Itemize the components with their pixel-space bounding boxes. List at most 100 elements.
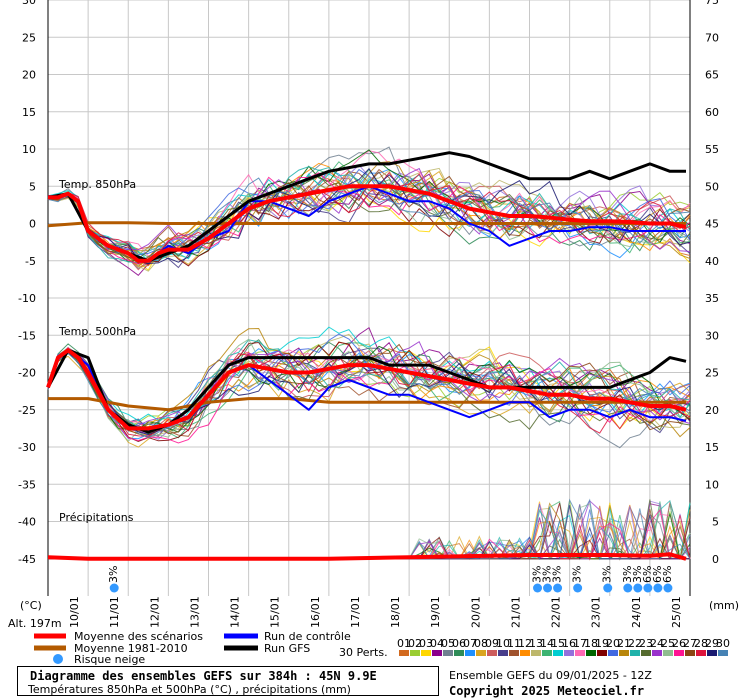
copyright: Copyright 2025 Meteociel.fr xyxy=(449,684,645,698)
left-tick-label: 30 xyxy=(22,0,36,7)
date-label: 12/01 xyxy=(148,596,161,628)
member-swatch xyxy=(630,650,640,656)
snow-risk-pct: 3% xyxy=(551,566,564,583)
series-t500-run-gfs xyxy=(46,348,687,434)
left-tick-label: -15 xyxy=(18,329,36,342)
date-label: 21/01 xyxy=(509,596,522,628)
right-tick-label: 20 xyxy=(705,404,719,417)
member-code: 03 xyxy=(419,637,433,650)
member-code: 20 xyxy=(606,637,620,650)
left-tick-label: -40 xyxy=(18,516,36,529)
snowflake-icon xyxy=(573,583,583,593)
date-label: 18/01 xyxy=(389,596,402,628)
snowflake-glyph: * xyxy=(545,579,549,587)
member-code: 12 xyxy=(518,637,532,650)
snowflake-glyph: * xyxy=(635,579,639,587)
member-code: 06 xyxy=(452,637,466,650)
member-code: 27 xyxy=(683,637,697,650)
snowflake-glyph: * xyxy=(111,579,115,587)
right-tick-label: 5 xyxy=(712,516,719,529)
snowflake-icon xyxy=(53,654,63,664)
member-code: 14 xyxy=(540,637,554,650)
member-swatch xyxy=(553,650,563,656)
snowflake-icon xyxy=(633,583,643,593)
member-swatch xyxy=(652,650,662,656)
member-swatch xyxy=(421,650,431,656)
right-tick-label: 75 xyxy=(705,0,719,7)
snowflake-glyph: * xyxy=(645,579,649,587)
member-code: 21 xyxy=(617,637,631,650)
member-code: 26 xyxy=(672,637,686,650)
member-swatch xyxy=(685,650,695,656)
member-swatch xyxy=(465,650,475,656)
snow-risk-pct: 6% xyxy=(651,566,664,583)
left-axis-unit: (°C) xyxy=(20,599,42,612)
right-tick-label: 0 xyxy=(712,553,719,566)
member-code: 19 xyxy=(595,637,609,650)
member-swatch xyxy=(586,650,596,656)
member-code: 15 xyxy=(551,637,565,650)
member-code: 18 xyxy=(584,637,598,650)
caption-title: Diagramme des ensembles GEFS sur 384h : … xyxy=(30,669,377,683)
member-swatch xyxy=(597,650,607,656)
right-tick-label: 40 xyxy=(705,255,719,268)
ensemble-member-29 xyxy=(47,167,691,265)
snowflake-icon xyxy=(603,583,613,593)
date-label: 14/01 xyxy=(229,596,242,628)
date-label: 25/01 xyxy=(670,596,683,628)
ensemble-member-29 xyxy=(47,351,691,436)
left-tick-label: -30 xyxy=(18,441,36,454)
date-label: 20/01 xyxy=(469,596,482,628)
snow-risk-pct: 3% xyxy=(107,566,120,583)
member-swatch xyxy=(608,650,618,656)
snow-risk-pct: 6% xyxy=(641,566,654,583)
members-count-label: 30 Perts. xyxy=(339,646,388,659)
series-t850-moyenne-des-sc-narios xyxy=(48,184,687,263)
member-swatch xyxy=(498,650,508,656)
label-precip: Précipitations xyxy=(59,511,134,524)
label-t500: Temp. 500hPa xyxy=(58,325,136,338)
snow-risk-markers: *3% *3% *3% *3% *3% *3% *3% *3% *6% *6% *6% xyxy=(107,566,674,593)
right-tick-label: 70 xyxy=(705,31,719,44)
legend-control-label: Run de contrôle xyxy=(264,630,351,643)
snowflake-icon xyxy=(109,583,119,593)
altitude-label: Alt. 197m xyxy=(8,617,62,630)
series-lines xyxy=(46,151,687,561)
member-code: 10 xyxy=(496,637,510,650)
ensemble-member-23 xyxy=(47,175,691,260)
snow-risk-pct: 3% xyxy=(531,566,544,583)
snowflake-icon xyxy=(543,583,553,593)
right-tick-label: 30 xyxy=(705,329,719,342)
right-tick-label: 60 xyxy=(705,106,719,119)
member-swatch xyxy=(432,650,442,656)
member-swatch xyxy=(718,650,728,656)
date-label: 24/01 xyxy=(630,596,643,628)
member-swatch xyxy=(443,650,453,656)
snowflake-glyph: * xyxy=(605,579,609,587)
member-code: 30 xyxy=(716,637,730,650)
series-t850-moyenne-1981-2010 xyxy=(47,221,686,228)
snow-risk-pct: 6% xyxy=(661,566,674,583)
run-info: Ensemble GEFS du 09/01/2025 - 12Z xyxy=(449,669,652,682)
legend-clim-label: Moyenne 1981-2010 xyxy=(74,642,188,655)
member-code: 11 xyxy=(507,637,521,650)
snowflake-glyph: * xyxy=(665,579,669,587)
member-code: 22 xyxy=(628,637,642,650)
right-tick-label: 25 xyxy=(705,367,719,380)
left-tick-label: -25 xyxy=(18,404,36,417)
date-label: 16/01 xyxy=(309,596,322,628)
member-swatch xyxy=(509,650,519,656)
date-label: 19/01 xyxy=(429,596,442,628)
legend: 0102030405060708091011121314151617181920… xyxy=(34,633,730,664)
left-tick-label: 15 xyxy=(22,106,36,119)
right-tick-label: 10 xyxy=(705,478,719,491)
series-t500-moyenne-des-sc-narios xyxy=(46,348,687,431)
date-label: 22/01 xyxy=(550,596,563,628)
ensemble-member-27 xyxy=(47,171,691,264)
left-tick-label: 5 xyxy=(29,180,36,193)
member-swatch xyxy=(575,650,585,656)
snowflake-icon xyxy=(533,583,543,593)
left-tick-label: 20 xyxy=(22,69,36,82)
left-tick-label: 0 xyxy=(29,218,36,231)
